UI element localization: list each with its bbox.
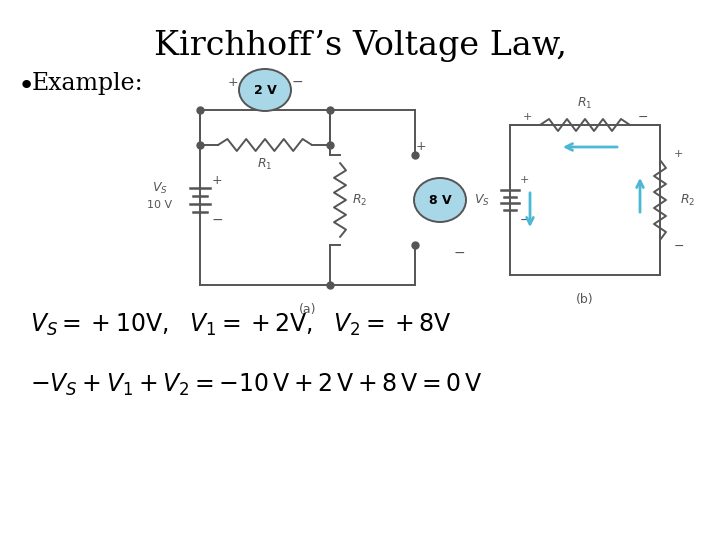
Text: 8 V: 8 V: [428, 193, 451, 206]
Text: •: •: [18, 72, 35, 100]
Text: +: +: [520, 175, 529, 185]
Text: (a): (a): [299, 303, 316, 316]
Text: +: +: [212, 173, 222, 186]
Text: $V_S = +10\mathrm{V},\ \ V_1 = +2\mathrm{V},\ \ V_2 = +8\mathrm{V}$: $V_S = +10\mathrm{V},\ \ V_1 = +2\mathrm…: [30, 312, 451, 338]
Text: Kirchhoff’s Voltage Law,: Kirchhoff’s Voltage Law,: [153, 30, 567, 62]
Text: $V_S$: $V_S$: [152, 180, 168, 195]
Text: Example:: Example:: [32, 72, 143, 95]
Text: −: −: [520, 213, 531, 226]
Text: $R_1$: $R_1$: [577, 96, 593, 111]
Text: +: +: [415, 140, 426, 153]
Text: $R_2$: $R_2$: [352, 192, 367, 207]
Text: −: −: [453, 246, 465, 260]
Text: −: −: [291, 75, 303, 89]
Ellipse shape: [414, 178, 466, 222]
Text: 10 V: 10 V: [148, 200, 173, 210]
Text: +: +: [674, 149, 683, 159]
Text: −: −: [212, 213, 224, 227]
Text: $-V_S + V_1 + V_2 = \mathrm{-10\,V} + 2\,\mathrm{V} + 8\,\mathrm{V} = 0\,\mathrm: $-V_S + V_1 + V_2 = \mathrm{-10\,V} + 2\…: [30, 372, 482, 398]
Text: $R_2$: $R_2$: [680, 192, 696, 207]
Text: 2 V: 2 V: [253, 84, 276, 97]
Text: +: +: [523, 112, 532, 122]
Text: $R_1$: $R_1$: [257, 157, 273, 172]
Text: $V_S$: $V_S$: [474, 192, 490, 207]
Text: (b): (b): [576, 293, 594, 306]
Ellipse shape: [239, 69, 291, 111]
Text: −: −: [674, 240, 685, 253]
Text: −: −: [638, 111, 649, 124]
Text: +: +: [228, 76, 238, 89]
